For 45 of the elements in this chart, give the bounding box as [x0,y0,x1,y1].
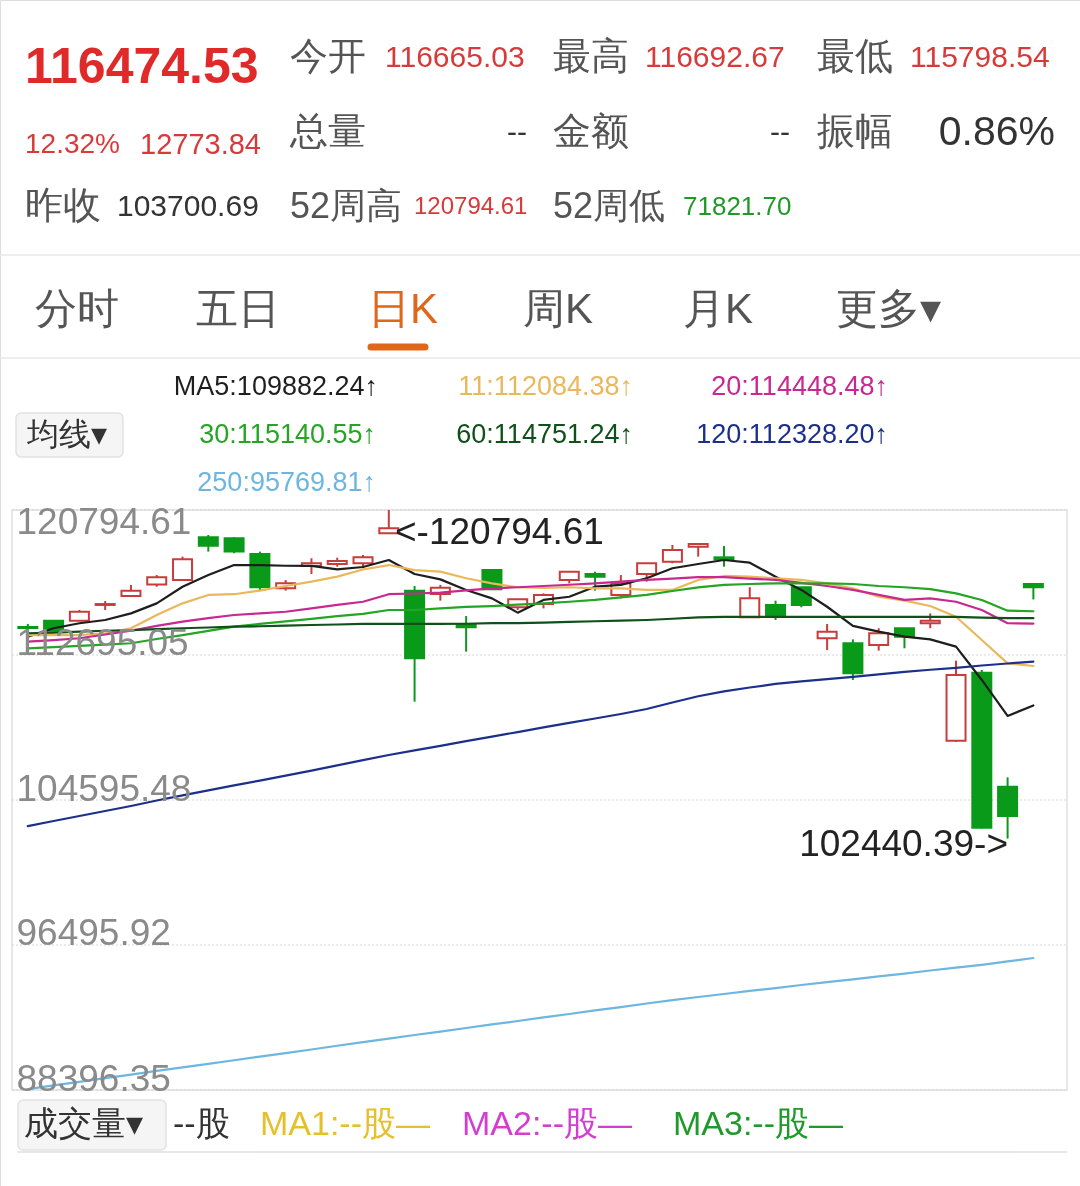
text: 更多▾ [836,285,941,332]
text: MA3:--股— [673,1104,843,1142]
y-tick-label: 104595.48 [16,767,192,809]
text: 五日 [196,285,280,332]
text: 115798.54 [910,40,1050,73]
text: 12773.84 [140,128,261,160]
text: -- [770,115,790,148]
text: -- [507,115,527,148]
text: 116474.53 [25,38,259,94]
text: 11:112084.38↑ [458,371,633,401]
text: 今开 [290,35,366,77]
text: 周K [523,285,594,332]
text: 52周高 [290,185,403,226]
text: MA5:109882.24↑ [173,371,378,401]
text: 振幅 [817,110,893,152]
text: 昨收 [25,184,101,226]
text: 116692.67 [645,40,785,73]
text: 12.32% [25,128,120,159]
text: 30:115140.55↑ [199,419,376,449]
text: 最高 [553,35,629,77]
text: 金额 [553,110,629,152]
text: 最低 [817,35,893,77]
text: 日K [368,285,439,332]
text: 120794.61 [414,192,528,219]
text: 116665.03 [385,40,525,73]
text: 成交量▾ [24,1104,143,1142]
text: --股 [173,1104,230,1142]
text: 52周低 [553,185,666,226]
text: 均线▾ [26,416,107,452]
text: 60:114751.24↑ [456,419,633,449]
annotation: 102440.39-> [799,823,1008,864]
text: 月K [683,285,754,332]
text: 分时 [35,285,119,332]
text: MA1:--股— [260,1104,430,1142]
text: 103700.69 [117,189,259,222]
text: MA2:--股— [462,1104,632,1142]
text: 71821.70 [683,191,792,221]
text: 总量 [289,110,366,152]
text: 0.86% [938,108,1055,154]
text: 20:114448.48↑ [711,371,888,401]
annotation: <-120794.61 [395,511,604,552]
text: 250:95769.81↑ [197,467,376,497]
text: 120:112328.20↑ [696,419,888,449]
y-tick-label: 120794.61 [16,500,192,542]
y-tick-label: 96495.92 [16,912,171,954]
